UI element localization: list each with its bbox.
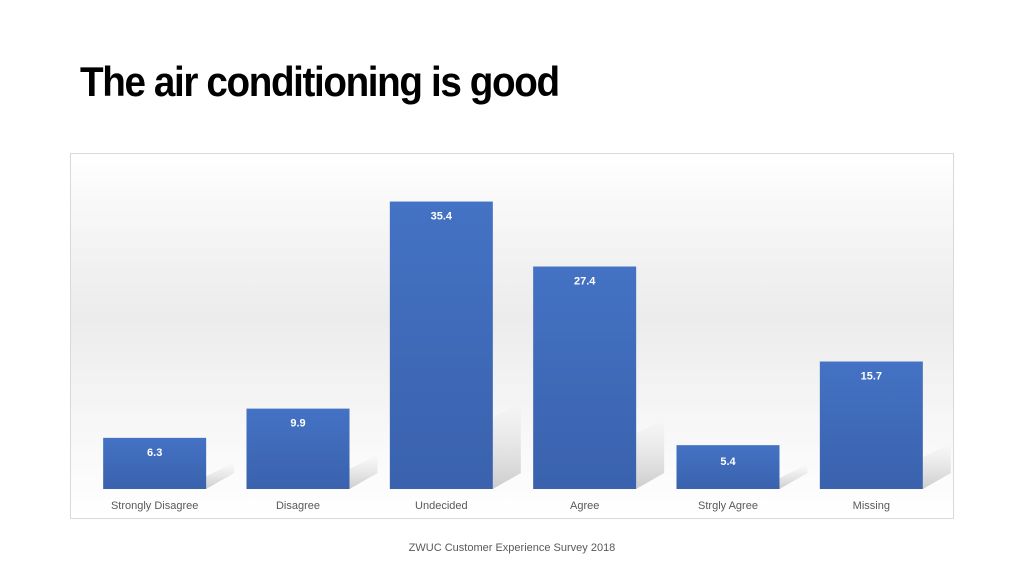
bar-shadow-missing: [922, 443, 951, 489]
bar-agree: [533, 266, 637, 489]
bar-shadow-undecided: [492, 403, 521, 489]
category-label-strongly-disagree: Strongly Disagree: [111, 500, 198, 512]
category-label-missing: Missing: [853, 500, 890, 512]
bar-undecided: [389, 201, 493, 489]
chart-area: 6.3 Strongly Disagree 9.9 Disagree 35.4 Undec…: [70, 153, 954, 519]
data-label-missing: 15.7: [861, 371, 882, 383]
category-label-undecided: Undecided: [415, 500, 468, 512]
data-label-agree: 27.4: [574, 276, 596, 288]
bar-missing: [819, 361, 923, 489]
data-label-disagree: 9.9: [290, 418, 305, 430]
bar-shadow-disagree: [349, 454, 378, 489]
category-label-agree: Agree: [570, 500, 599, 512]
footer-caption: ZWUC Customer Experience Survey 2018: [408, 542, 616, 554]
bar-shadow-strongly-disagree: [206, 462, 235, 489]
category-label-disagree: Disagree: [276, 500, 320, 512]
bar-strgly-agree: [676, 445, 780, 489]
page-title: The air conditioning is good: [80, 58, 560, 105]
category-label-strgly-agree: Strgly Agree: [698, 500, 758, 512]
bar-shadow-agree: [636, 419, 665, 489]
data-label-strongly-disagree: 6.3: [147, 447, 162, 459]
data-label-undecided: 35.4: [431, 211, 453, 223]
bar-disagree: [246, 408, 350, 489]
bar-strongly-disagree: [103, 437, 207, 489]
bar-shadow-strgly-agree: [779, 464, 808, 489]
data-label-strgly-agree: 5.4: [720, 456, 736, 468]
bar-chart: 6.3 Strongly Disagree 9.9 Disagree 35.4 Undec…: [103, 201, 951, 512]
